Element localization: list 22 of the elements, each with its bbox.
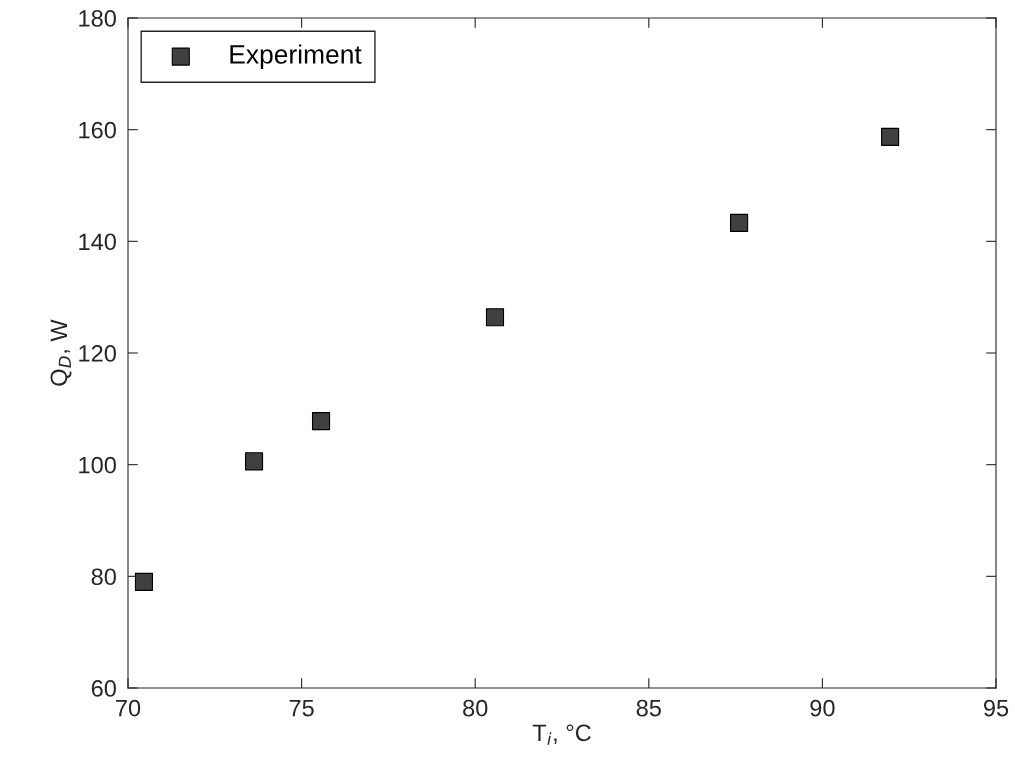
x-tick-label: 70 [116, 699, 141, 717]
y-tick-label: 100 [79, 456, 116, 474]
y-tick-label: 80 [91, 568, 116, 586]
x-tick-label: 90 [810, 699, 835, 717]
x-axis-title: T$_{i}$, °C [532, 724, 591, 745]
x-tick-label: 95 [983, 699, 1009, 717]
y-tick-label: 140 [79, 233, 116, 251]
y-tick-label: 120 [79, 345, 116, 362]
point [485, 308, 505, 327]
point [881, 127, 900, 146]
legend-label: Experiment [230, 44, 362, 69]
point [730, 213, 749, 232]
x-tick-label: 85 [636, 699, 661, 717]
x-tick-label: 75 [289, 699, 314, 717]
point [311, 412, 331, 431]
y-tick-label: 160 [79, 121, 116, 139]
y-tick-label: 60 [91, 680, 116, 697]
x-tick-label: 80 [463, 699, 488, 717]
point [134, 572, 154, 591]
point [244, 452, 264, 471]
y-axis-title: Q$_{D}$, W [50, 319, 72, 386]
y-tick-label: 180 [79, 10, 116, 27]
